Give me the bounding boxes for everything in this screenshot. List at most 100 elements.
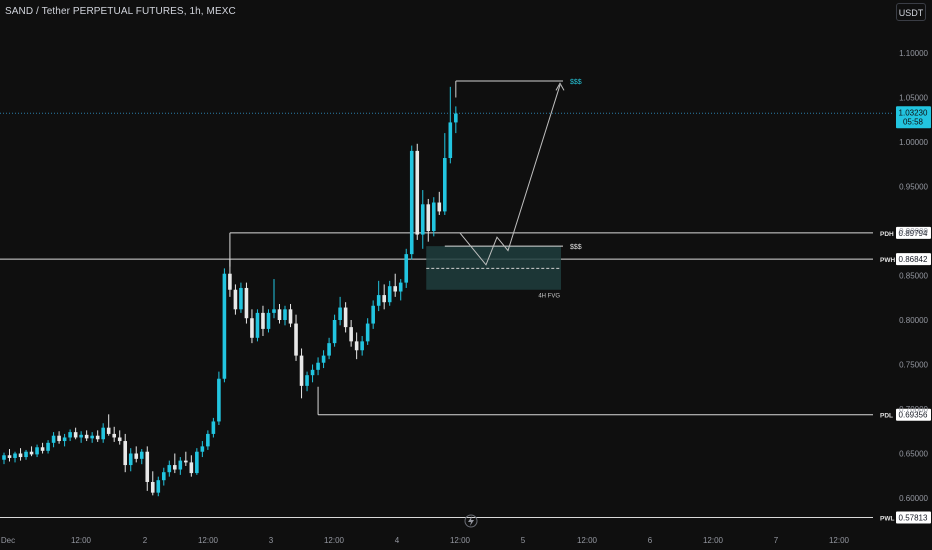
price-axis[interactable]: 1.10000 1.05000 1.00000 0.95000 0.90000 0.850… [896,49,931,503]
projection-path-line [459,84,561,266]
candle-body [145,451,150,482]
x-tick-label: 12:00 [829,536,850,545]
candle-body [167,465,172,473]
y-tick-label: 1.00000 [899,138,928,147]
candle-body [343,307,348,328]
candle-body [90,435,94,439]
candle-body [371,305,375,324]
candle-body [272,309,276,313]
candle-body [217,378,221,422]
y-tick-label: 0.60000 [899,494,928,503]
candle-body [294,323,298,356]
candle-body [112,433,116,438]
candle-body [437,202,442,212]
candle-body [62,437,67,442]
candle-body [211,421,216,434]
candle-body [310,369,315,376]
candle-body [35,447,39,455]
y-tick-label: 1.05000 [899,94,928,103]
arrow-head-icon [555,82,565,91]
candle-body [426,204,431,231]
candle-body [349,327,353,342]
level-price-tag [896,511,931,524]
candle-body [261,312,265,329]
candle-body [178,460,183,470]
candle-body [46,442,50,451]
candle-body [316,362,320,370]
x-tick-label: 12:00 [324,536,345,545]
candle-body [454,113,458,123]
candle-body [68,432,72,438]
y-tick-label: 0.80000 [899,316,928,325]
candle-body [128,453,133,466]
candle-body [393,286,398,292]
level-price-tag [896,408,931,421]
candle-body [409,150,414,255]
candle-body [150,481,155,493]
bolt-icon[interactable] [464,514,478,528]
candle-body [420,204,425,235]
candle-body [283,309,287,320]
time-axis[interactable]: Dec 12:00 2 12:00 3 12:00 4 12:00 5 12:00 6 12:00 7 1… [1,514,850,545]
candle-body [404,254,409,283]
level-price-label: 0.57813 [899,513,928,522]
candle-body [200,446,205,452]
candle-body [206,433,210,447]
candle-body [161,472,166,481]
candle-body [255,312,260,338]
level-name-pdl: PDL [880,413,893,420]
candle-body [84,434,89,439]
candle-body [57,435,61,442]
x-tick-label: Dec [1,536,15,545]
fvg-label: 4H FVG [538,294,560,300]
candle-body [382,295,386,303]
candle-body [266,312,271,329]
y-tick-label: 0.90000 [899,227,928,236]
current-price-label: 1.03230 [899,108,928,117]
top-liquidity-label: $$$ [570,79,582,86]
level-price-label: 0.69356 [899,411,928,420]
candle-body [156,480,161,493]
candle-body [305,375,309,386]
candle-body [299,355,304,386]
candle-body [244,287,249,319]
y-tick-label: 0.75000 [899,361,928,370]
candle-body [18,453,23,458]
x-tick-label: 6 [648,536,653,545]
candles [2,86,458,497]
candle-body [415,150,420,235]
candle-body [431,202,436,231]
x-tick-label: 3 [269,536,274,545]
candle-body [365,323,370,342]
candle-body [73,432,78,438]
candle-body [277,309,282,320]
x-tick-label: 2 [143,536,148,545]
candle-body [106,427,111,434]
level-price-tag [896,226,931,239]
candle-body [123,441,128,466]
candle-body [51,435,56,443]
candle-body [134,453,139,459]
x-tick-label: 5 [521,536,526,545]
candle-body [327,343,331,356]
y-tick-label: 1.10000 [899,49,928,58]
currency-button[interactable]: USDT [896,3,926,21]
candle-body [79,434,83,438]
level-price-tag [896,253,931,266]
candle-body [233,289,238,310]
y-tick-label: 0.65000 [899,450,928,459]
candle-body [448,122,453,159]
candle-body [95,435,100,440]
candle-body [360,341,364,351]
x-tick-label: 12:00 [71,536,92,545]
candle-body [239,287,243,310]
candle-body [29,451,34,455]
level-price-label: 0.86842 [899,255,928,264]
candle-body [354,341,359,351]
candle-body [139,451,144,459]
candle-body [288,309,293,324]
level-name-pwh: PWH [880,257,895,264]
candle-body [376,295,381,306]
